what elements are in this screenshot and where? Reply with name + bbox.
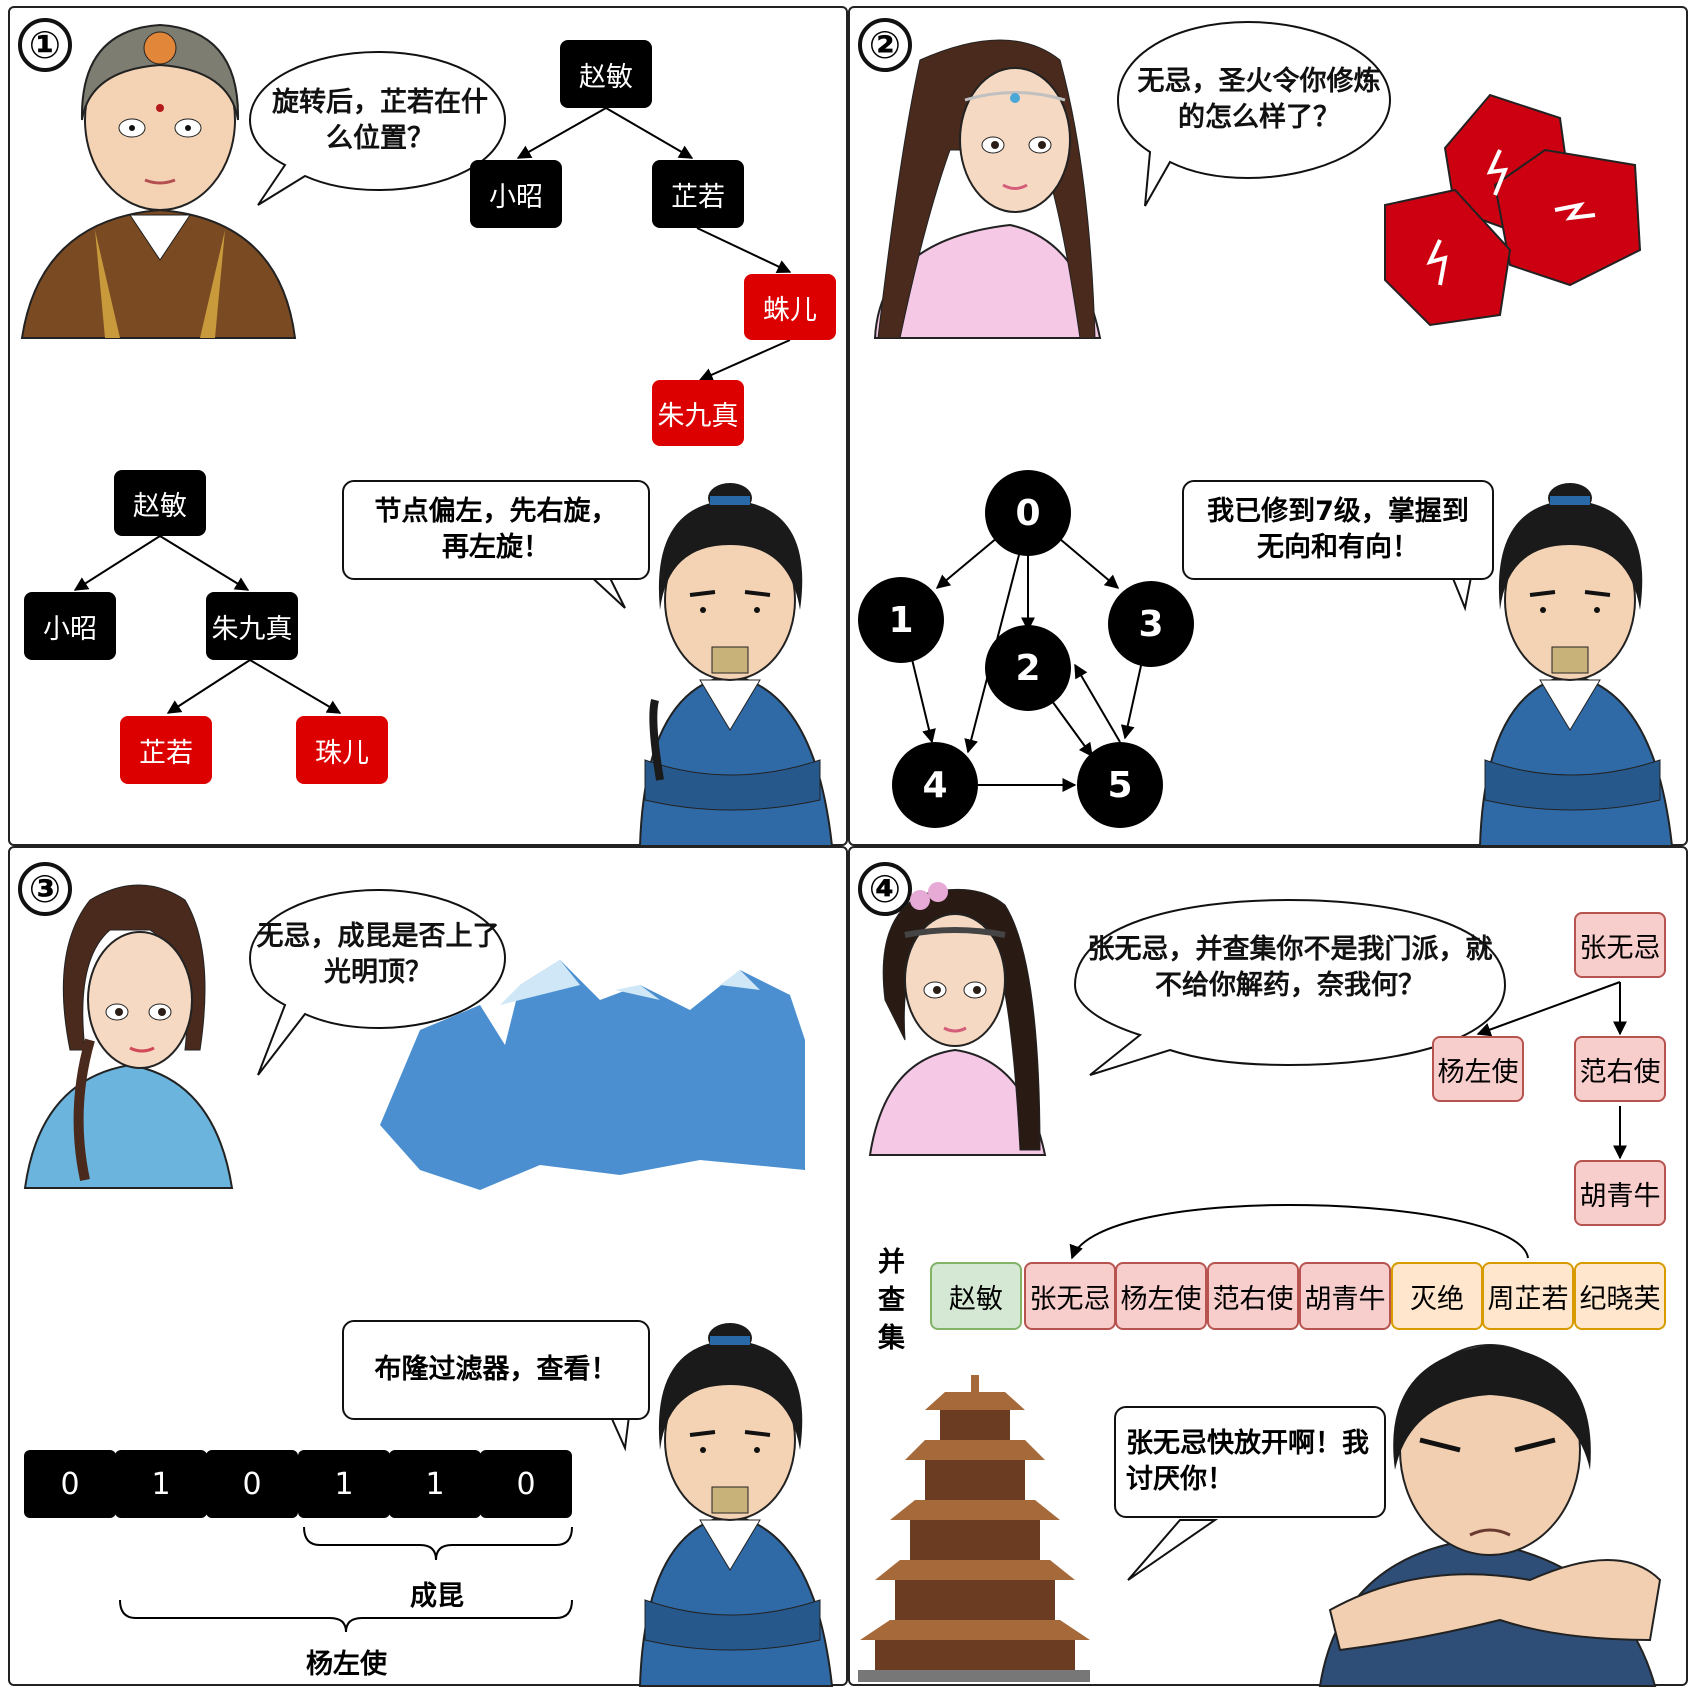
woman-speech-bubble-3: 张无忌，并查集你不是我门派，就不给你解药，奈我何？ [1087, 934, 1493, 1001]
man-character-2 [1478, 483, 1674, 847]
sacred-flame-tokens-icon [1384, 93, 1642, 327]
man-speech-box-4: 张无忌快放开啊！我讨厌你！ [1114, 1406, 1386, 1518]
graph-node-2: 2 [985, 625, 1071, 711]
bloom-bit-5: 0 [480, 1450, 572, 1518]
panel-number-1: ① [18, 18, 72, 72]
uf-tree-grandchild: 胡青牛 [1574, 1160, 1666, 1226]
panel-number-2: ② [858, 18, 912, 72]
nun-speech-bubble: 旋转后，芷若在什么位置？ [272, 87, 488, 154]
uf-tree-right: 范右使 [1574, 1036, 1666, 1102]
panel-number-4: ④ [858, 862, 912, 916]
tree-after-root: 赵敏 [114, 470, 206, 536]
tree-before-right: 芷若 [652, 160, 744, 228]
tree-after-left: 小昭 [24, 592, 116, 660]
woman-character-2 [23, 884, 234, 1189]
brace-label-short: 成昆 [410, 1581, 464, 1612]
uf-cell-6: 周芷若 [1482, 1262, 1574, 1330]
tree-before-left: 小昭 [470, 160, 562, 228]
tree-after-right-right: 珠儿 [296, 716, 388, 784]
yellow-crane-tower-icon [858, 1375, 1090, 1682]
graph-node-5: 5 [1077, 742, 1163, 828]
brace-label-long: 杨左使 [306, 1649, 387, 1680]
tree-after-right: 朱九真 [206, 592, 298, 660]
nun-character [20, 23, 297, 339]
man-speech-box-2: 我已修到7级，掌握到无向和有向！ [1182, 480, 1494, 580]
uf-cell-2: 杨左使 [1115, 1262, 1207, 1330]
man-speech-box-1: 节点偏左，先右旋，再左旋！ [342, 480, 650, 580]
uf-tree-left: 杨左使 [1432, 1036, 1524, 1102]
union-find-label: 并查集 [878, 1247, 905, 1354]
uf-cell-1: 张无忌 [1024, 1262, 1116, 1330]
uf-tree-root: 张无忌 [1574, 912, 1666, 978]
man-character-3 [638, 1323, 834, 1687]
tree-after-right-left: 芷若 [120, 716, 212, 784]
tree-before-right-child: 蛛儿 [744, 274, 836, 340]
tree-before-grandchild: 朱九真 [652, 380, 744, 446]
graph-node-0: 0 [985, 470, 1071, 556]
man-character-4 [1318, 1344, 1662, 1687]
uf-cell-7: 纪晓芙 [1574, 1262, 1666, 1330]
woman-speech-bubble-2: 无忌，成昆是否上了光明顶？ [256, 921, 500, 988]
graph-node-4: 4 [892, 742, 978, 828]
bloom-bit-1: 1 [115, 1450, 207, 1518]
man-speech-box-3: 布隆过滤器，查看！ [342, 1320, 650, 1420]
bloom-bit-4: 1 [389, 1450, 481, 1518]
bloom-bit-3: 1 [298, 1450, 390, 1518]
uf-cell-5: 灭绝 [1391, 1262, 1483, 1330]
graph-node-1: 1 [858, 577, 944, 663]
bloom-bit-2: 0 [206, 1450, 298, 1518]
panel-number-3: ③ [18, 862, 72, 916]
woman-character-3 [868, 882, 1047, 1156]
tree-before-root: 赵敏 [560, 40, 652, 108]
uf-cell-4: 胡青牛 [1299, 1262, 1391, 1330]
mountains-icon [380, 960, 805, 1190]
uf-cell-0: 赵敏 [930, 1262, 1022, 1330]
uf-cell-3: 范右使 [1207, 1262, 1299, 1330]
woman-speech-bubble-1: 无忌，圣火令你修炼的怎么样了？ [1137, 66, 1381, 133]
bloom-bit-0: 0 [24, 1450, 116, 1518]
man-character-1 [638, 483, 834, 847]
woman-character-1 [873, 39, 1102, 339]
graph-node-3: 3 [1108, 581, 1194, 667]
